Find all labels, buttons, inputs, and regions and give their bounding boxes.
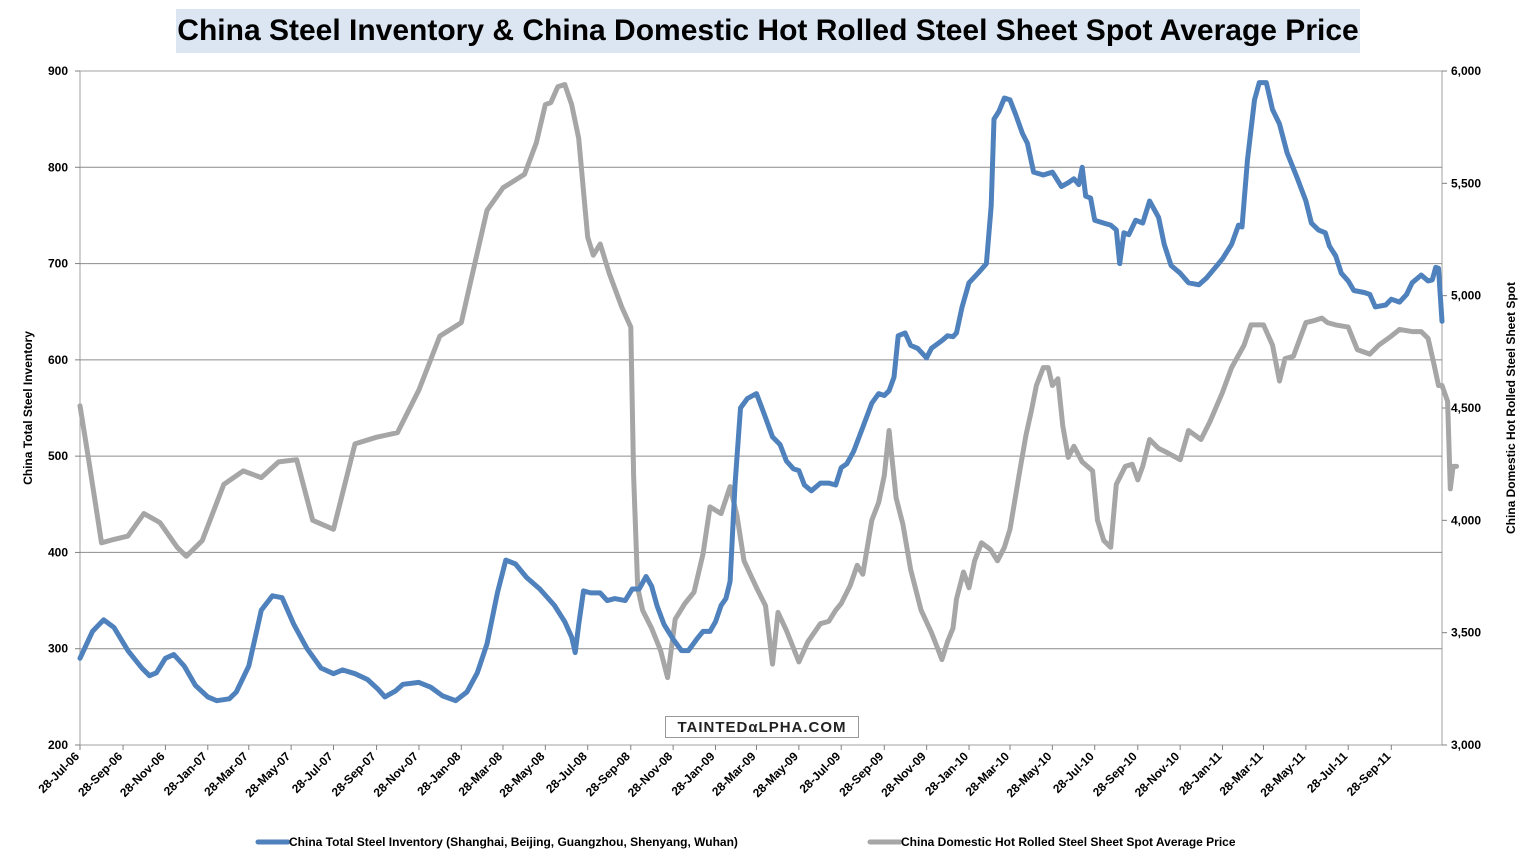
series-line-price: [77, 82, 1460, 681]
x-tick-label: 28-Nov-10: [1132, 749, 1183, 800]
y-left-tick-label: 900: [48, 64, 68, 78]
x-tick-label: 28-Sep-11: [1344, 749, 1394, 799]
y-axis-left-title: China Total Steel Inventory: [21, 331, 35, 485]
y-right-tick-label: 3,500: [1451, 626, 1481, 640]
series-layer: [77, 80, 1460, 704]
x-tick-label: 28-Nov-09: [878, 749, 929, 800]
y-right-tick-label: 5,000: [1451, 289, 1481, 303]
series-line-inventory: [77, 80, 1445, 704]
x-tick-label: 28-May-08: [497, 749, 548, 800]
y-axis-right-title: China Domestic Hot Rolled Steel Sheet Sp…: [1504, 282, 1518, 534]
x-axis: 28-Jul-0628-Sep-0628-Nov-0628-Jan-0728-M…: [35, 745, 1394, 800]
gridlines: [80, 166, 1442, 650]
x-tick-label: 28-Nov-07: [371, 749, 422, 800]
y-left-tick-label: 500: [48, 449, 68, 463]
y-left-tick-label: 800: [48, 160, 68, 174]
x-tick-label: 28-May-07: [242, 749, 293, 800]
x-tick-label: 28-Nov-08: [625, 749, 676, 800]
watermark-logo: TAINTEDαLPHA.COM: [665, 716, 859, 738]
legend: China Total Steel Inventory (Shanghai, B…: [255, 835, 1236, 849]
y-axis-right: 3,000 3,500 4,000 4,500 5,000 5,500 6,000: [1442, 64, 1481, 752]
y-left-tick-label: 200: [48, 738, 68, 752]
x-tick-label: 28-May-10: [1004, 749, 1055, 800]
y-left-tick-label: 700: [48, 257, 68, 271]
y-right-tick-label: 4,500: [1451, 401, 1481, 415]
y-right-tick-label: 4,000: [1451, 513, 1481, 527]
x-tick-label: 28-Nov-06: [117, 749, 168, 800]
y-left-tick-label: 300: [48, 642, 68, 656]
x-tick-label: 28-May-09: [750, 749, 801, 800]
legend-label-price: China Domestic Hot Rolled Steel Sheet Sp…: [901, 835, 1236, 849]
y-right-tick-label: 6,000: [1451, 64, 1481, 78]
legend-label-inventory: China Total Steel Inventory (Shanghai, B…: [289, 835, 738, 849]
x-tick-label: 28-May-11: [1258, 749, 1309, 800]
chart-title: China Steel Inventory & China Domestic H…: [176, 9, 1360, 53]
y-right-tick-label: 3,000: [1451, 738, 1481, 752]
y-left-tick-label: 400: [48, 545, 68, 559]
y-axis-left: 200 300 400 500 600 700 800 900: [48, 64, 80, 752]
y-left-tick-label: 600: [48, 353, 68, 367]
y-right-tick-label: 5,500: [1451, 176, 1481, 190]
